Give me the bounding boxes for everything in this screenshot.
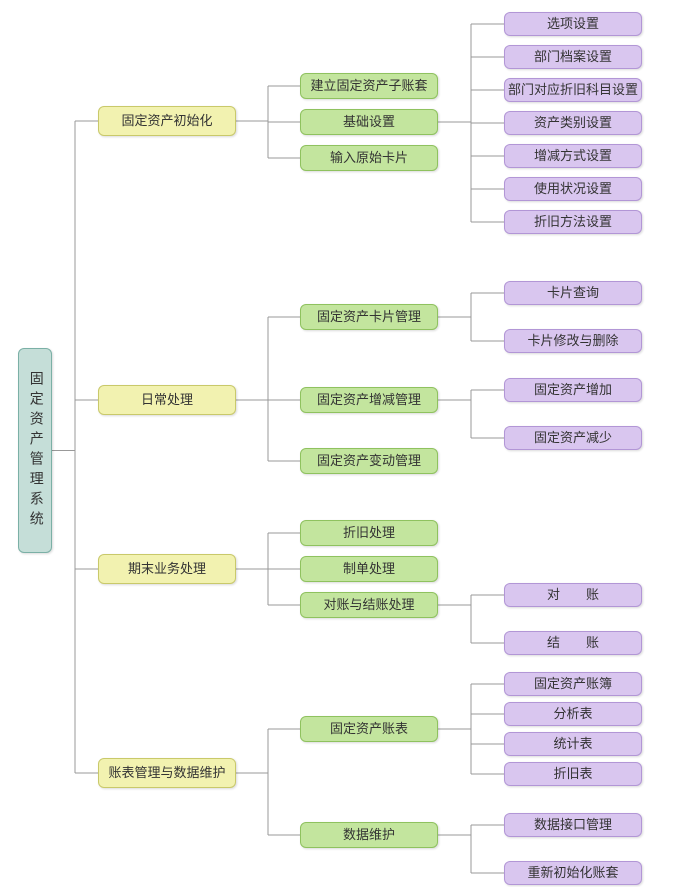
level4-node: 部门档案设置 <box>504 45 642 69</box>
level4-node: 资产类别设置 <box>504 111 642 135</box>
level2-node: 日常处理 <box>98 385 236 415</box>
level4-node: 部门对应折旧科目设置 <box>504 78 642 102</box>
level3-node: 制单处理 <box>300 556 438 582</box>
root-node: 固定资产管理系统 <box>18 348 52 553</box>
level3-node: 固定资产账表 <box>300 716 438 742</box>
level3-node: 固定资产卡片管理 <box>300 304 438 330</box>
level4-node: 固定资产增加 <box>504 378 642 402</box>
level4-node: 数据接口管理 <box>504 813 642 837</box>
level4-node: 固定资产账簿 <box>504 672 642 696</box>
level4-node: 使用状况设置 <box>504 177 642 201</box>
level4-node: 重新初始化账套 <box>504 861 642 885</box>
level3-node: 基础设置 <box>300 109 438 135</box>
level4-node: 固定资产减少 <box>504 426 642 450</box>
level4-node: 统计表 <box>504 732 642 756</box>
level4-node: 卡片查询 <box>504 281 642 305</box>
level4-node: 卡片修改与删除 <box>504 329 642 353</box>
level4-node: 分析表 <box>504 702 642 726</box>
level3-node: 建立固定资产子账套 <box>300 73 438 99</box>
level3-node: 输入原始卡片 <box>300 145 438 171</box>
level4-node: 折旧方法设置 <box>504 210 642 234</box>
level3-node: 数据维护 <box>300 822 438 848</box>
level3-node: 固定资产增减管理 <box>300 387 438 413</box>
level4-node: 对 账 <box>504 583 642 607</box>
level3-node: 固定资产变动管理 <box>300 448 438 474</box>
level4-node: 折旧表 <box>504 762 642 786</box>
level4-node: 结 账 <box>504 631 642 655</box>
level3-node: 折旧处理 <box>300 520 438 546</box>
level4-node: 选项设置 <box>504 12 642 36</box>
level3-node: 对账与结账处理 <box>300 592 438 618</box>
level2-node: 固定资产初始化 <box>98 106 236 136</box>
level2-node: 期末业务处理 <box>98 554 236 584</box>
level4-node: 增减方式设置 <box>504 144 642 168</box>
level2-node: 账表管理与数据维护 <box>98 758 236 788</box>
